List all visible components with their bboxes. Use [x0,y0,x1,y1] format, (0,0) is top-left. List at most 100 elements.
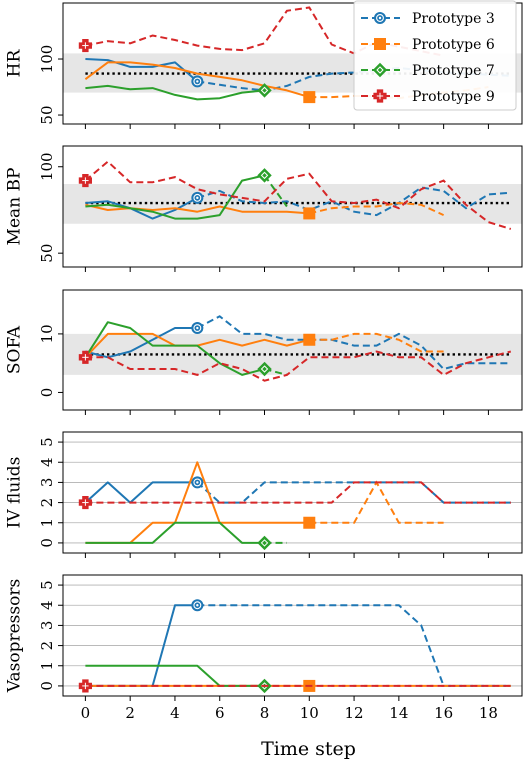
legend-marker-ring [376,14,384,22]
series-prototype-7 [85,521,287,551]
plot-area-iv-fluids [63,441,522,551]
series-line-solid [85,203,310,215]
series-line-dashed [84,160,512,230]
y-axis-label: SOFA [5,325,25,374]
series-prototype-9 [78,160,512,230]
x-tick-label: 8 [260,704,270,722]
panel-sofa: 0 10 SOFA [5,289,523,415]
axes-frame [62,431,523,554]
series-prototype-9 [78,350,512,382]
marker-prototype-7 [257,535,272,551]
series-line-dashed [263,174,288,208]
y-tick-label: 50 [38,244,56,263]
x-tick-label: 2 [125,704,135,722]
y-axis-label: HR [5,48,25,77]
legend-frame [353,0,517,111]
series-line-dashed [85,481,511,504]
marker-prototype-7 [257,83,272,98]
y-axis-label: Vasopressors [5,579,25,693]
series-line-solid [84,481,198,504]
legend-entry-prototype-3: Prototype 3 [361,11,495,27]
marker-prototype-7 [257,361,272,377]
y-tick-label: 5 [38,580,56,590]
legend-entry-prototype-6: Prototype 6 [361,37,495,53]
x-axis-label: Time step [261,738,356,760]
series-line-solid [85,521,265,544]
x-tick-label: 6 [215,704,225,722]
series-prototype-9 [78,679,511,693]
marker-prototype-6 [303,207,316,220]
marker-prototype-7-inner [260,86,269,95]
panel-mean-bp: 50 100 Mean BP [5,145,523,272]
marker-prototype-6 [303,91,316,104]
y-tick-label: 0 [38,681,56,691]
legend: Prototype 3 Prototype 6 Prototype 7 Prototy… [353,0,517,111]
marker-prototype-3-dot [196,80,199,83]
marker-prototype-3-ring [193,77,202,86]
axes-frame [62,289,523,411]
legend-label: Prototype 6 [412,37,495,53]
series-prototype-3 [85,599,511,687]
marker-prototype-3-ring [193,601,202,610]
series-prototype-7 [84,321,288,377]
y-tick-label: 2 [38,498,56,508]
series-line-dashed [85,350,512,382]
legend-label: Prototype 7 [412,63,495,79]
series-line-dashed [196,315,511,371]
series-prototype-3 [85,315,511,371]
legend-label: Prototype 3 [412,11,495,27]
x-tick-label: 18 [479,704,498,722]
series-line-dashed [309,201,445,217]
series-line-solid [84,61,310,99]
y-tick-label: 4 [38,457,56,467]
series-prototype-7 [85,83,272,101]
plot-area-sofa [63,315,522,382]
x-tick-label: 14 [389,704,408,722]
marker-prototype-3-dot [196,481,199,484]
series-line-solid [85,58,198,83]
axes-frame [62,574,523,697]
y-axis-label: IV fluids [5,457,25,529]
marker-prototype-3-dot [196,326,199,330]
marker-prototype-7 [257,168,272,183]
y-tick-label: 3 [38,478,56,488]
y-tick-label: 4 [38,600,56,610]
x-tick-label: 4 [170,704,180,722]
marker-prototype-7-inner [260,171,269,180]
legend-label: Prototype 9 [412,89,495,105]
y-tick-label: 0 [38,388,56,398]
plot-area-mean-bp [63,160,522,230]
y-tick-label: 100 [38,152,56,181]
y-tick-label: 1 [38,518,56,528]
x-tick-label: 10 [300,704,319,722]
panel-iv-fluids: 0 1 2 3 4 5 IV fluids [5,431,523,558]
series-line-solid [85,174,265,220]
series-prototype-6 [85,201,445,220]
marker-prototype-7-inner [260,365,269,373]
marker-prototype-3-ring [193,193,202,202]
series-line-dashed [197,186,511,217]
series-prototype-7 [85,664,272,694]
marker-prototype-6 [303,333,316,346]
y-tick-label: 1 [38,661,56,671]
y-tick-label: 5 [38,437,56,447]
legend-marker-inner [376,66,384,74]
x-tick-label: 12 [345,704,364,722]
axes-frame [62,145,523,268]
marker-prototype-3-dot [196,196,199,200]
legend-entry-prototype-7: Prototype 7 [361,62,495,79]
series-prototype-9 [78,481,511,510]
marker-prototype-6 [303,516,316,529]
y-tick-label: 0 [38,538,56,548]
plot-area-vasopressors [63,584,522,694]
y-tick-label: 3 [38,621,56,631]
marker-prototype-3-ring [193,324,202,332]
legend-marker [374,38,386,50]
series-line-solid [85,84,265,101]
series-line-solid [85,327,198,359]
legend-entry-prototype-9: Prototype 9 [361,89,495,105]
y-tick-label: 2 [38,641,56,651]
series-prototype-3 [84,476,511,504]
marker-prototype-3-ring [193,478,202,487]
